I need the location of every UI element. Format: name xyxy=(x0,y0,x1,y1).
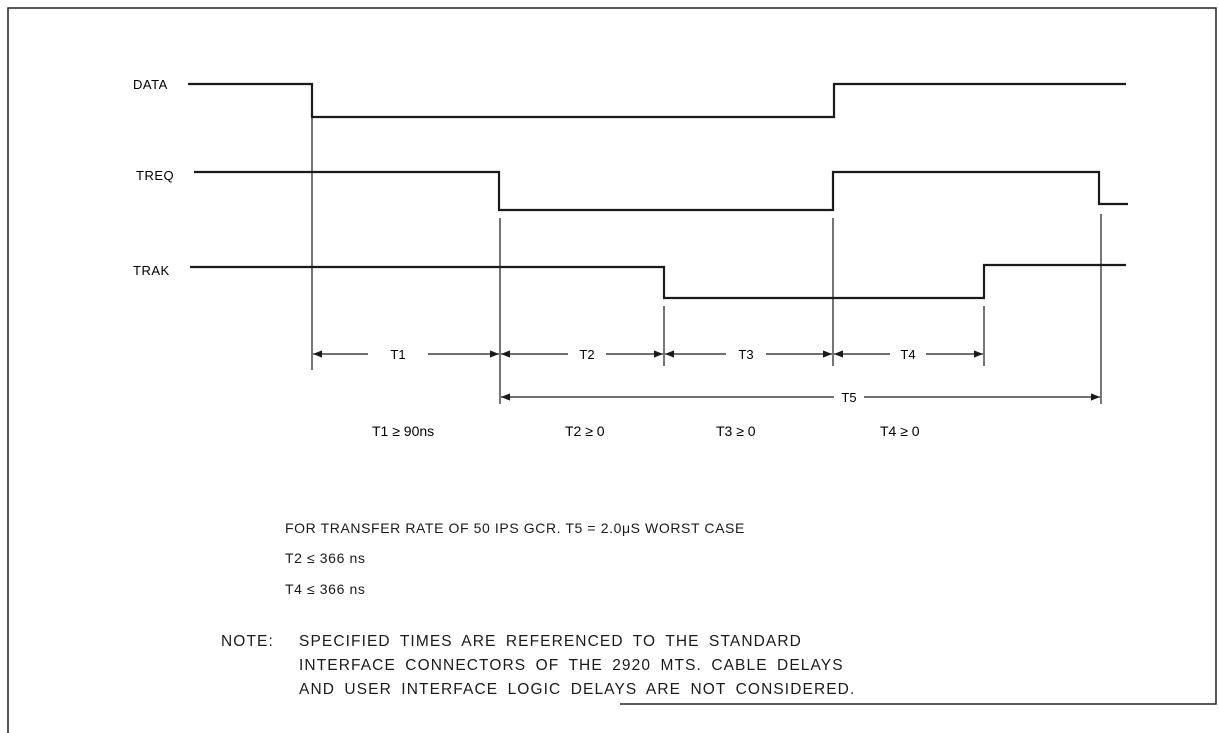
condition-t1: T1 ≥ 90ns xyxy=(372,423,434,439)
treq-waveform xyxy=(194,170,1128,212)
trak-waveform xyxy=(190,263,1126,300)
interval-label-t5: T5 xyxy=(841,390,856,405)
transfer-rate-spec: FOR TRANSFER RATE OF 50 IPS GCR. T5 = 2.… xyxy=(285,520,745,536)
condition-t3: T3 ≥ 0 xyxy=(716,423,756,439)
signal-label-data: DATA xyxy=(133,77,168,92)
note-line-1: SPECIFIED TIMES ARE REFERENCED TO THE ST… xyxy=(299,633,802,650)
signal-label-treq: TREQ xyxy=(136,168,174,183)
data-waveform xyxy=(188,82,1126,119)
interval-label-t3: T3 xyxy=(738,347,753,362)
t2-max-spec: T2 ≤ 366 ns xyxy=(285,550,366,566)
signal-label-trak: TRAK xyxy=(133,263,170,278)
condition-t4: T4 ≥ 0 xyxy=(880,423,920,439)
note-line-2: INTERFACE CONNECTORS OF THE 2920 MTS. CA… xyxy=(299,657,844,674)
t4-max-spec: T4 ≤ 366 ns xyxy=(285,581,366,597)
interval-label-t1: T1 xyxy=(390,347,405,362)
note-line-3: AND USER INTERFACE LOGIC DELAYS ARE NOT … xyxy=(299,681,856,698)
interval-label-t4: T4 xyxy=(900,347,915,362)
interval-label-t2: T2 xyxy=(579,347,594,362)
condition-t2: T2 ≥ 0 xyxy=(565,423,605,439)
frame-border xyxy=(7,7,1217,733)
note-prefix: NOTE: xyxy=(221,633,274,650)
